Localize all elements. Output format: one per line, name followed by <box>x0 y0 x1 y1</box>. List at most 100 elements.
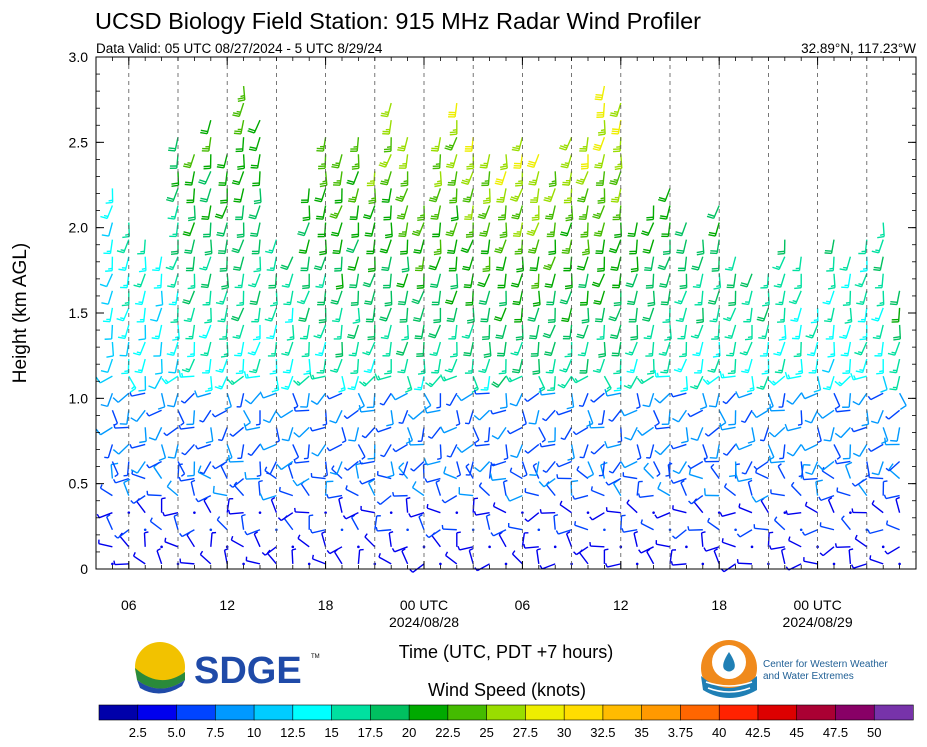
barb-flag <box>265 250 273 254</box>
wind-barb <box>335 273 344 290</box>
barb-shaft <box>111 461 119 475</box>
barb-flag <box>590 486 593 491</box>
wind-barb <box>127 511 131 514</box>
barb-flag <box>542 417 547 422</box>
barb-shaft <box>197 392 211 398</box>
wind-barb <box>99 273 114 288</box>
barb-flag <box>121 304 129 307</box>
barb-shaft <box>505 154 508 169</box>
barb-shaft <box>311 529 326 534</box>
barb-flag <box>380 182 388 186</box>
barb-shaft <box>257 307 261 322</box>
wind-barb <box>572 494 589 500</box>
barb-shaft <box>180 477 195 482</box>
barb-shaft <box>387 256 392 271</box>
wind-barb <box>774 358 786 374</box>
barb-flag <box>609 114 617 118</box>
wind-barb <box>183 154 196 169</box>
barb-shaft <box>289 290 294 305</box>
barb-flag <box>679 355 687 358</box>
barb-shaft <box>624 460 638 469</box>
barb-flag <box>800 444 806 451</box>
wind-barb <box>531 205 540 221</box>
barb-flag <box>326 550 331 555</box>
barb-shaft <box>159 341 163 357</box>
barb-flag <box>251 283 256 286</box>
barb-flag <box>851 482 856 487</box>
wind-barb <box>117 324 130 340</box>
wind-barb <box>317 290 327 306</box>
barb-flag <box>798 370 803 373</box>
x-tick-label: 18 <box>711 597 727 613</box>
barb-flag <box>490 409 494 415</box>
barb-flag <box>311 452 319 457</box>
barb-flag <box>233 132 241 135</box>
barb-flag <box>229 484 234 488</box>
barb-shaft <box>770 546 785 550</box>
barb-shaft <box>472 427 480 441</box>
barb-flag <box>199 550 204 555</box>
wind-barb <box>553 514 559 530</box>
barb-shaft <box>274 341 278 357</box>
wind-barb <box>545 358 556 374</box>
barb-shaft <box>109 307 114 322</box>
wind-barb <box>283 290 294 306</box>
barb-shaft <box>111 341 115 357</box>
barb-shaft <box>316 392 327 405</box>
wind-barb <box>250 154 261 169</box>
barb-flag <box>722 400 727 405</box>
wind-barb <box>200 119 212 135</box>
barb-flag <box>302 287 310 290</box>
wind-barb <box>266 256 278 272</box>
wind-barb <box>302 205 311 222</box>
barb-flag <box>266 337 274 340</box>
barb-shaft <box>521 410 527 424</box>
barb-flag <box>822 301 830 305</box>
wind-barb <box>113 560 129 566</box>
barb-shaft <box>796 307 802 322</box>
barb-flag <box>276 411 282 419</box>
barb-flag <box>561 383 566 387</box>
barb-shaft <box>443 426 458 434</box>
barb-flag <box>445 299 453 303</box>
barb-shaft <box>509 375 523 383</box>
wind-barb <box>597 256 606 272</box>
barb-shaft <box>136 461 146 474</box>
wind-barb <box>597 188 606 204</box>
barb-flag <box>895 496 900 500</box>
wind-barb <box>797 410 803 426</box>
wind-barb <box>590 443 605 455</box>
barb-shaft <box>732 341 737 356</box>
barb-shaft <box>527 392 540 403</box>
wind-barb <box>461 324 474 339</box>
barb-flag <box>99 484 103 489</box>
barb-shaft <box>502 188 507 203</box>
barb-shaft <box>558 529 572 535</box>
barb-flag <box>555 530 559 535</box>
barb-flag <box>391 547 396 553</box>
wind-barb <box>194 443 212 450</box>
barb-flag <box>333 368 338 371</box>
calm-dot <box>881 545 885 549</box>
wind-barb <box>505 494 523 502</box>
barb-shaft <box>430 375 441 388</box>
barb-shaft <box>303 290 310 304</box>
barb-shaft <box>700 358 704 374</box>
barb-flag <box>138 389 146 392</box>
wind-barb <box>104 324 114 340</box>
barb-shaft <box>298 426 310 438</box>
barb-shaft <box>189 154 196 168</box>
barb-shaft <box>858 392 868 406</box>
barb-flag <box>444 551 449 556</box>
wind-barb <box>181 443 195 456</box>
barb-flag <box>543 267 551 271</box>
barb-flag <box>331 165 339 169</box>
barb-shaft <box>401 410 409 424</box>
barb-flag <box>560 165 568 169</box>
wind-barb <box>768 455 785 464</box>
barb-flag <box>183 299 191 303</box>
barb-flag <box>592 215 600 220</box>
barb-shaft <box>559 504 573 514</box>
barb-shaft <box>242 359 245 374</box>
barb-flag <box>480 164 488 167</box>
